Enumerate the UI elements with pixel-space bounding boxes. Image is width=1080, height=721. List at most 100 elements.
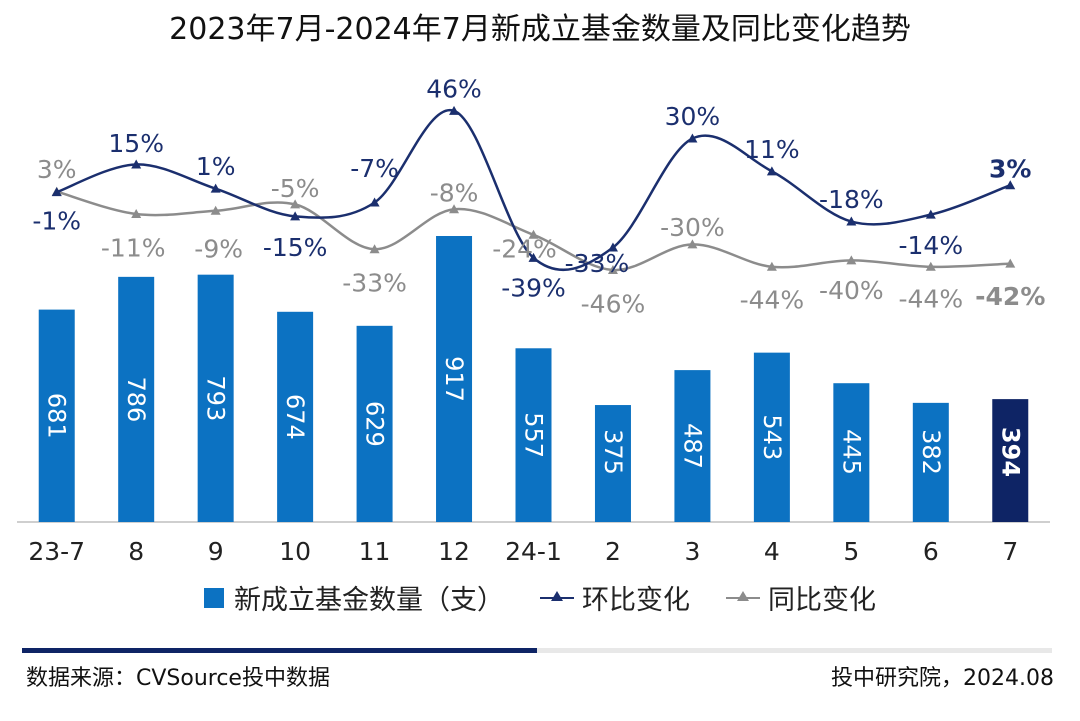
bar-label-6: 557 (520, 412, 548, 458)
yoy-label-12: -42% (975, 282, 1045, 311)
legend: 新成立基金数量（支） 环比变化 同比变化 (0, 578, 1080, 617)
mom-label-4: -7% (350, 154, 399, 183)
yoy-marker-7 (607, 265, 618, 274)
mom-marker-9 (766, 166, 777, 176)
yoy-marker-11 (925, 261, 936, 271)
bar-9 (753, 352, 790, 522)
mom-label-0: -1% (32, 207, 81, 236)
yoy-label-0: 3% (37, 155, 77, 184)
bar-7 (594, 405, 631, 522)
mom-marker-12 (1005, 180, 1016, 190)
bar-12 (992, 399, 1029, 522)
mom-label-12: 3% (989, 155, 1031, 184)
bar-label-3: 674 (281, 394, 309, 440)
x-tick-label-2: 9 (208, 537, 224, 566)
bar-4 (356, 325, 393, 522)
mom-label-1: 15% (108, 129, 164, 158)
legend-item-bar: 新成立基金数量（支） (204, 578, 504, 617)
yoy-marker-9 (766, 261, 777, 271)
legend-mom-label: 环比变化 (582, 585, 690, 616)
yoy-label-10: -40% (819, 276, 884, 305)
bar-0 (38, 309, 75, 522)
bar-label-12: 394 (996, 427, 1024, 477)
bar-5 (436, 236, 473, 522)
yoy-label-8: -30% (660, 213, 725, 242)
x-tick-label-3: 10 (279, 537, 311, 566)
bar-6 (515, 348, 552, 522)
x-tick-label-7: 2 (605, 537, 621, 566)
yoy-marker-12 (1005, 258, 1016, 268)
legend-mom-swatch (540, 588, 574, 608)
bar-2 (197, 274, 234, 522)
x-tick-label-11: 6 (923, 537, 939, 566)
mom-marker-7 (607, 242, 618, 252)
bar-label-4: 629 (361, 401, 389, 447)
yoy-label-9: -44% (740, 285, 805, 314)
mom-label-5: 46% (426, 74, 482, 103)
yoy-marker-8 (687, 239, 698, 249)
x-tick-label-8: 3 (684, 537, 700, 566)
bar-11 (912, 402, 949, 522)
x-tick-label-1: 8 (128, 537, 144, 566)
bar-1 (118, 276, 155, 522)
bar-8 (674, 370, 711, 522)
yoy-marker-6 (528, 229, 539, 239)
mom-marker-6 (528, 252, 539, 262)
yoy-marker-1 (131, 209, 142, 218)
mom-marker-4 (369, 197, 380, 207)
data-source: 数据来源：CVSource投中数据 (26, 666, 330, 691)
yoy-label-7: -46% (581, 290, 646, 319)
bar-label-9: 543 (758, 414, 786, 460)
x-tick-label-12: 7 (1002, 537, 1018, 566)
bar-3 (277, 311, 314, 522)
bar-label-7: 375 (599, 429, 627, 475)
yoy-label-2: -9% (194, 234, 243, 263)
yoy-marker-4 (369, 244, 380, 254)
x-tick-label-5: 12 (438, 537, 470, 566)
x-tick-label-10: 5 (843, 537, 859, 566)
mom-label-3: -15% (263, 233, 328, 262)
mom-label-8: 30% (665, 102, 721, 131)
mom-marker-5 (449, 105, 460, 115)
yoy-marker-5 (449, 204, 460, 214)
footer-divider-dark (22, 648, 537, 653)
bar-label-8: 487 (678, 423, 706, 469)
mom-marker-1 (131, 159, 142, 169)
yoy-label-3: -5% (271, 174, 320, 203)
chart-title: 2023年7月-2024年7月新成立基金数量及同比变化趋势 (169, 12, 911, 47)
x-tick-label-6: 24-1 (505, 537, 562, 566)
mom-label-9: 11% (744, 135, 800, 164)
yoy-label-1: -11% (101, 234, 166, 263)
x-tick-label-0: 23-7 (28, 537, 85, 566)
yoy-marker-3 (290, 199, 301, 209)
bar-10 (833, 383, 870, 522)
bar-label-10: 445 (837, 429, 865, 475)
bar-label-0: 681 (43, 393, 71, 439)
mom-label-11: -14% (899, 231, 964, 260)
legend-bar-label: 新成立基金数量（支） (234, 585, 504, 616)
legend-item-mom: 环比变化 (540, 578, 690, 617)
footer-divider-light (537, 648, 1052, 653)
yoy-label-11: -44% (899, 284, 964, 313)
yoy-marker-2 (210, 205, 221, 215)
yoy-label-4: -33% (342, 269, 407, 298)
mom-label-2: 1% (196, 152, 236, 181)
mom-marker-0 (51, 187, 62, 197)
mom-line (56, 109, 1011, 272)
yoy-label-5: -8% (430, 179, 479, 208)
x-tick-label-4: 11 (359, 537, 391, 566)
legend-yoy-label: 同比变化 (768, 585, 876, 616)
mom-marker-3 (290, 211, 301, 221)
legend-item-yoy: 同比变化 (726, 578, 876, 617)
yoy-marker-10 (846, 255, 857, 265)
mom-label-6: -39% (501, 273, 566, 302)
mom-marker-10 (846, 216, 857, 226)
bar-label-2: 793 (202, 375, 230, 421)
legend-yoy-swatch (726, 588, 760, 608)
mom-label-10: -18% (819, 185, 884, 214)
credit: 投中研究院，2024.08 (831, 666, 1054, 691)
x-tick-label-9: 4 (764, 537, 780, 566)
bar-label-5: 917 (440, 356, 468, 402)
mom-marker-11 (925, 209, 936, 219)
